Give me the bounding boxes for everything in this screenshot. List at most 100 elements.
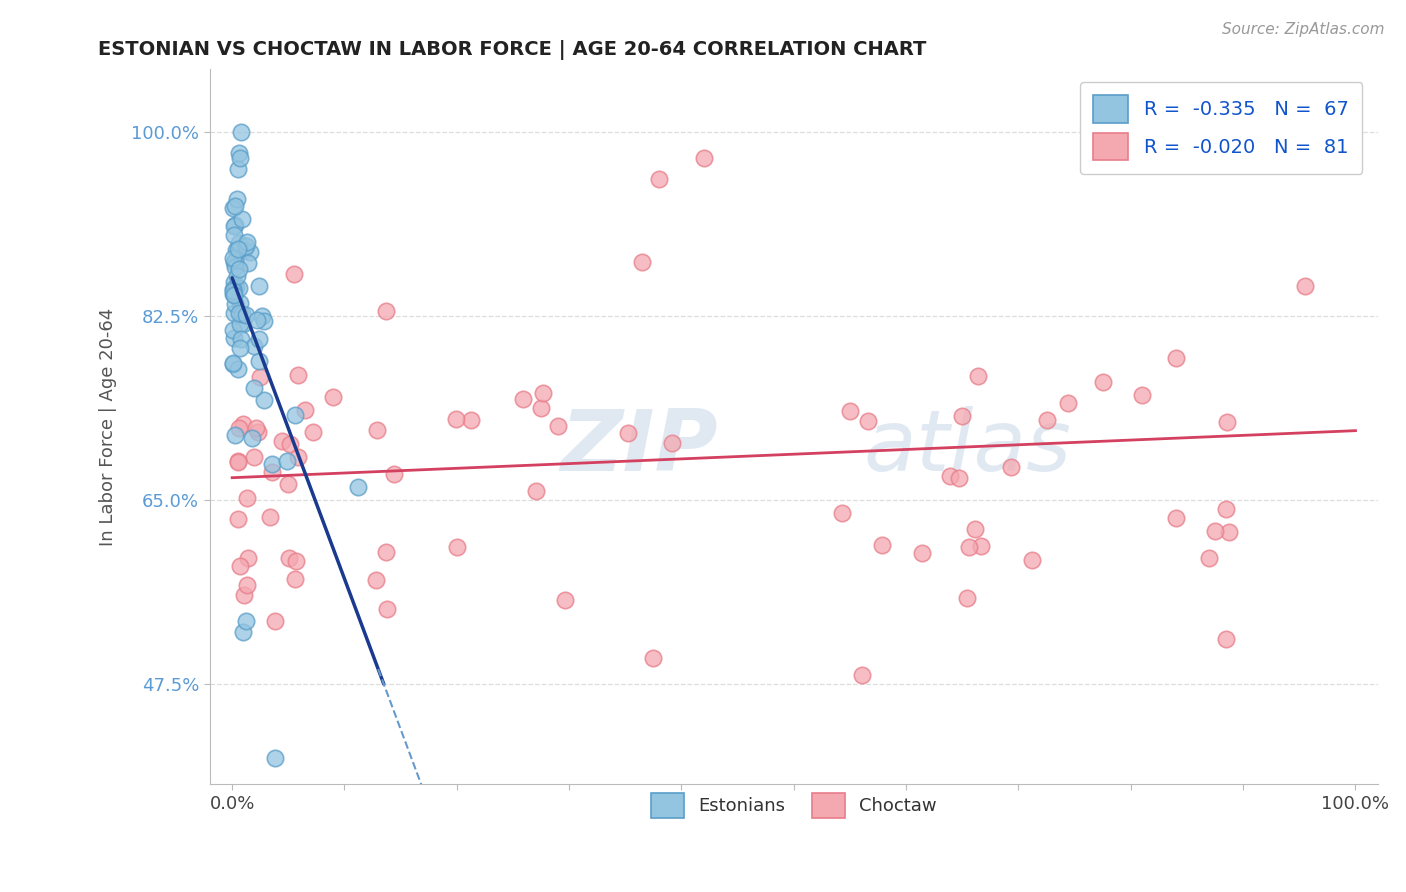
Point [277,550,299,565]
Point [512,392,534,406]
Point [1204,524,1226,538]
Point [229,296,252,310]
Point [283,268,305,282]
Point [1130,388,1153,402]
Point [224,254,246,268]
Point [284,572,307,586]
Point [284,554,307,568]
Point [236,235,259,249]
Point [831,506,853,520]
Point [965,522,987,536]
Point [554,592,576,607]
Point [460,413,482,427]
Point [229,341,252,355]
Point [1198,551,1220,566]
Point [228,421,250,435]
Text: atlas: atlas [863,407,1071,490]
Point [957,540,980,554]
Point [224,219,246,234]
Point [366,423,388,437]
Point [225,243,247,257]
Point [287,368,309,382]
Point [226,268,249,283]
Point [648,172,671,186]
Point [617,425,640,440]
Point [284,408,307,422]
Point [224,428,246,442]
Point [1035,412,1057,426]
Point [226,512,249,526]
Point [222,282,245,296]
Point [264,614,287,628]
Point [229,317,252,331]
Legend: Estonians, Choctaw: Estonians, Choctaw [644,786,943,825]
Point [224,218,246,232]
Text: Source: ZipAtlas.com: Source: ZipAtlas.com [1222,22,1385,37]
Point [277,477,299,491]
Point [839,403,862,417]
Point [375,304,398,318]
Point [1218,525,1240,540]
Point [252,314,274,328]
Point [222,306,245,320]
Point [1194,114,1216,128]
Point [1164,351,1187,365]
Point [858,414,880,428]
Point [1288,125,1310,139]
Point [631,254,654,268]
Point [229,125,252,139]
Y-axis label: In Labor Force | Age 20-64: In Labor Force | Age 20-64 [100,308,117,546]
Point [1215,632,1237,647]
Point [870,538,893,552]
Point [243,381,266,395]
Point [222,323,245,337]
Point [693,151,716,165]
Point [259,510,281,524]
Point [231,307,253,321]
Point [222,357,245,371]
Point [375,602,398,616]
Point [226,453,249,467]
Point [222,282,245,296]
Point [247,354,270,368]
Point [956,591,979,605]
Point [235,578,257,592]
Point [222,227,245,242]
Point [276,453,298,467]
Point [226,455,249,469]
Point [938,469,960,483]
Point [252,392,274,407]
Point [235,614,257,628]
Point [246,425,269,440]
Point [236,491,259,506]
Point [222,252,245,266]
Point [294,403,316,417]
Point [245,421,267,435]
Point [229,151,252,165]
Point [287,450,309,464]
Point [1215,501,1237,516]
Point [229,243,252,257]
Point [226,161,249,176]
Point [246,313,269,327]
Point [238,256,260,270]
Point [249,370,271,384]
Point [262,458,284,472]
Point [661,435,683,450]
Point [231,211,253,226]
Point [243,450,266,464]
Point [374,544,396,558]
Point [263,751,285,765]
Point [382,467,405,482]
Point [643,651,665,665]
Point [530,401,553,415]
Point [228,145,250,160]
Point [851,667,873,681]
Point [970,539,993,553]
Point [228,236,250,251]
Point [301,425,323,439]
Point [222,288,245,302]
Text: ESTONIAN VS CHOCTAW IN LABOR FORCE | AGE 20-64 CORRELATION CHART: ESTONIAN VS CHOCTAW IN LABOR FORCE | AGE… [98,40,927,60]
Point [1000,459,1022,474]
Point [346,480,368,494]
